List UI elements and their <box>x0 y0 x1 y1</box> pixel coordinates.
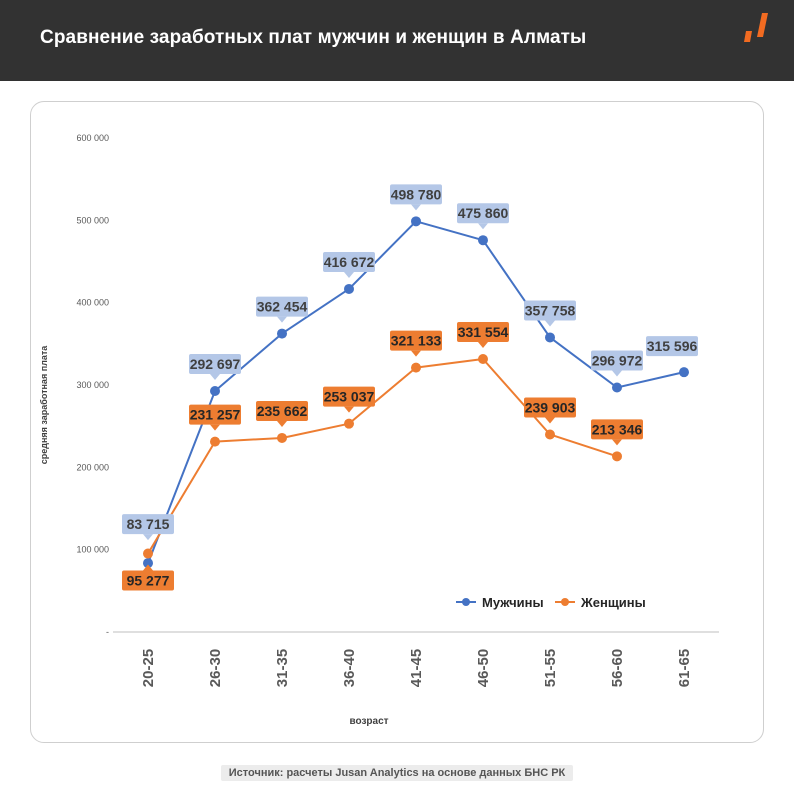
brand-logo-icon <box>744 13 768 42</box>
x-tick-label: 20-25 <box>140 649 157 687</box>
legend-marker <box>462 598 470 606</box>
data-label-box <box>323 386 375 407</box>
y-tick-label: 400 000 <box>76 298 109 308</box>
data-label-pointer <box>478 223 488 230</box>
x-tick-label: 26-30 <box>207 649 224 687</box>
page-title: Сравнение заработных плат мужчин и женщи… <box>40 27 587 48</box>
y-tick-label: 600 000 <box>76 133 109 143</box>
y-tick-label: 500 000 <box>76 215 109 225</box>
data-label-box <box>591 419 643 440</box>
data-label-box <box>122 514 174 535</box>
data-label-pointer <box>277 420 287 427</box>
data-label-box <box>189 354 241 375</box>
data-label-box <box>457 322 509 343</box>
data-label-pointer <box>411 204 421 211</box>
data-label-box <box>323 251 375 272</box>
data-label-pointer <box>612 439 622 446</box>
data-label-box <box>390 184 442 205</box>
data-label: 213 346 <box>592 421 643 437</box>
x-axis-title: возраст <box>349 716 388 727</box>
data-label-pointer <box>545 417 555 424</box>
data-label-box <box>646 336 698 357</box>
x-tick-label: 61-65 <box>676 649 693 687</box>
data-point <box>277 328 287 339</box>
data-label-box <box>524 300 576 321</box>
data-label: 475 860 <box>458 205 509 221</box>
data-label-box <box>457 203 509 224</box>
data-label: 292 697 <box>190 356 241 372</box>
data-point <box>612 451 622 462</box>
data-point <box>411 216 421 227</box>
data-label-pointer <box>143 564 153 571</box>
legend-label: Мужчины <box>482 595 544 610</box>
data-label-pointer <box>277 316 287 323</box>
data-label: 235 662 <box>257 403 308 419</box>
data-label-pointer <box>612 370 622 377</box>
data-label-pointer <box>344 271 354 278</box>
data-label-box <box>256 296 308 317</box>
x-tick-label: 36-40 <box>341 649 358 687</box>
data-label: 321 133 <box>391 333 442 349</box>
y-tick-label: 200 000 <box>76 462 109 472</box>
data-label: 315 596 <box>647 338 698 354</box>
data-label-box <box>591 350 643 371</box>
data-point <box>545 429 555 440</box>
data-point <box>411 362 421 373</box>
line-chart: - 100 000 200 000 300 000 400 000 500 000 600 … <box>39 133 719 727</box>
data-point <box>344 418 354 429</box>
data-label-pointer <box>210 374 220 381</box>
data-label-box <box>390 330 442 351</box>
data-label-box <box>524 397 576 418</box>
data-point <box>612 382 622 393</box>
data-point <box>545 332 555 343</box>
data-point <box>210 436 220 447</box>
data-label: 95 277 <box>127 573 170 589</box>
y-axis-title: средняя заработная плата <box>39 345 49 465</box>
data-point <box>478 354 488 365</box>
x-tick-label: 56-60 <box>609 649 626 687</box>
data-label: 362 454 <box>257 299 308 315</box>
header-bar: Сравнение заработных плат мужчин и женщи… <box>0 0 794 81</box>
data-point <box>277 432 287 443</box>
x-tick-label: 31-35 <box>274 649 291 687</box>
data-label: 231 257 <box>190 407 241 423</box>
data-label: 498 780 <box>391 186 442 202</box>
data-label: 296 972 <box>592 352 643 368</box>
data-label-pointer <box>545 320 555 327</box>
data-label-box <box>122 570 174 591</box>
x-tick-label: 41-45 <box>408 649 425 687</box>
source-text: Источник: расчеты Jusan Analytics на осн… <box>220 765 574 781</box>
y-tick-label: 300 000 <box>76 380 109 390</box>
data-point <box>143 558 153 569</box>
y-tick-label: 100 000 <box>76 545 109 555</box>
series-line-men <box>147 220 685 564</box>
data-label-box <box>189 404 241 425</box>
data-label-pointer <box>478 342 488 349</box>
data-label: 239 903 <box>525 399 576 415</box>
x-tick-label: 51-55 <box>542 649 559 687</box>
data-point <box>210 386 220 397</box>
data-point <box>478 235 488 246</box>
chart-card: - 100 000 200 000 300 000 400 000 500 000 600 … <box>30 101 764 743</box>
data-label-pointer <box>210 424 220 431</box>
data-label-box <box>256 400 308 421</box>
source-note: Источник: расчеты Jusan Analytics на осн… <box>0 763 794 781</box>
series-line-women <box>147 358 618 555</box>
data-label: 331 554 <box>458 324 509 340</box>
y-tick-label: - <box>106 627 109 637</box>
data-label-pointer <box>411 350 421 357</box>
data-label-pointer <box>143 534 153 541</box>
data-point <box>679 367 689 378</box>
data-label-pointer <box>344 406 354 413</box>
data-point <box>143 548 153 559</box>
data-point <box>344 283 354 294</box>
data-label: 357 758 <box>525 302 576 318</box>
data-label: 416 672 <box>324 254 375 270</box>
x-tick-label: 46-50 <box>475 649 492 687</box>
legend-marker <box>561 598 569 606</box>
data-label: 253 037 <box>324 389 375 405</box>
data-label: 83 715 <box>127 516 170 532</box>
legend-label: Женщины <box>580 595 646 610</box>
